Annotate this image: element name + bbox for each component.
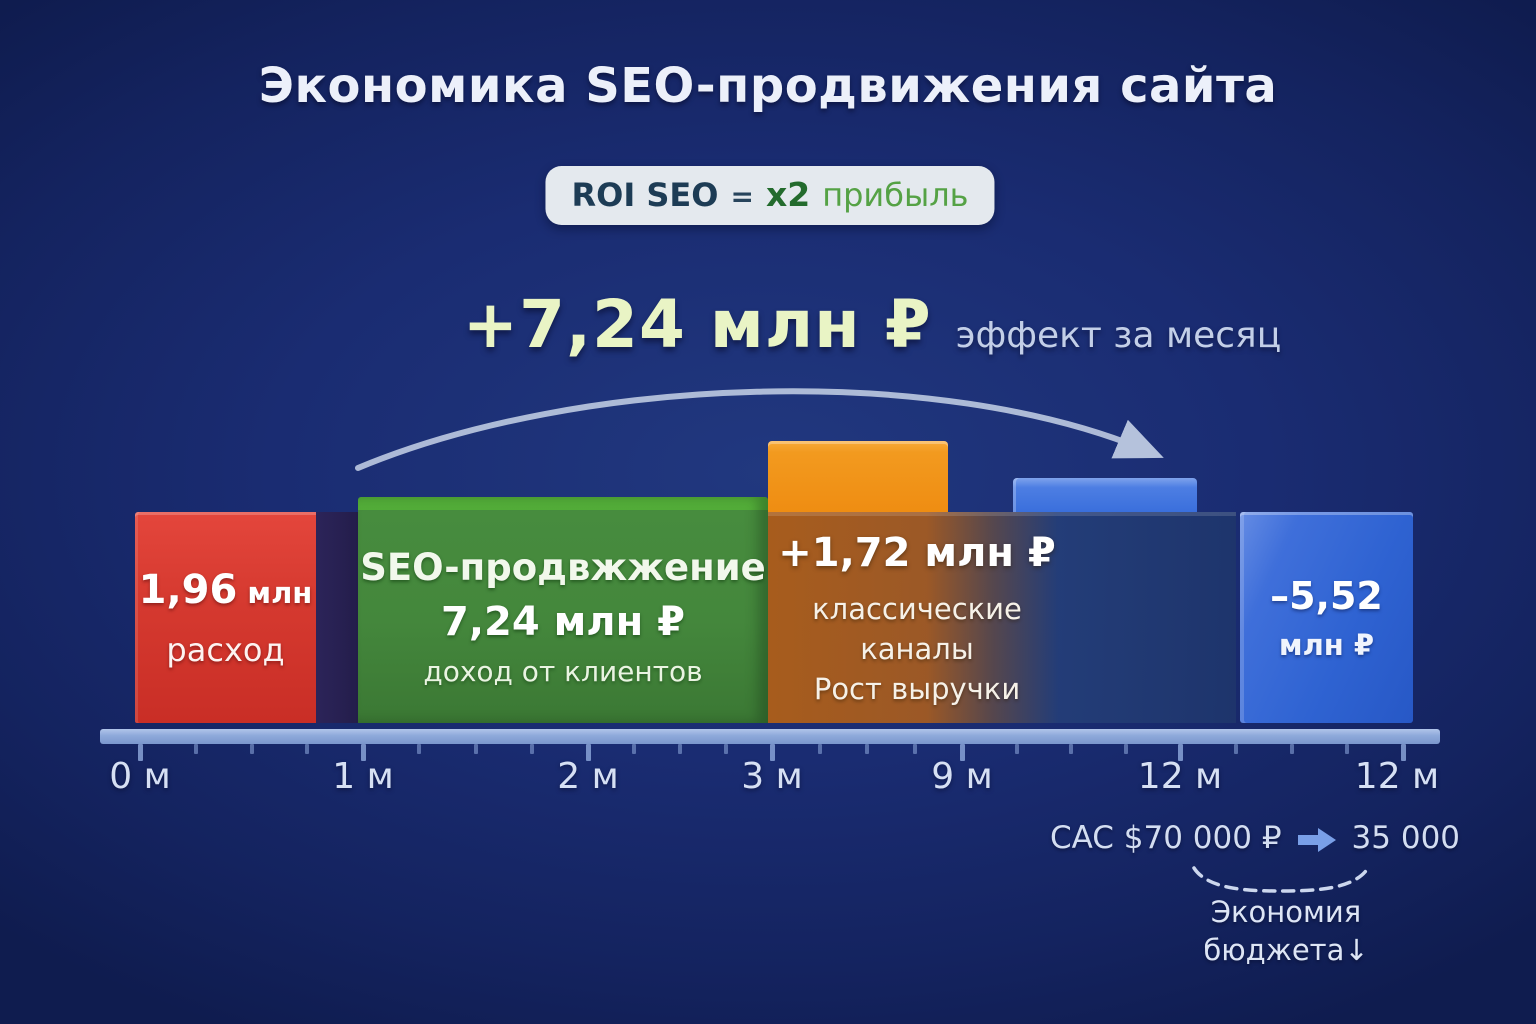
bar-seo-cost-value-line: 1,96 млн — [139, 567, 313, 613]
axis-tick — [473, 744, 478, 754]
bar-seo-revenue-value: 7,24 млн ₽ — [440, 599, 685, 645]
bar-seo-cost-value: 1,96 — [138, 566, 238, 613]
bar-seo-cost-label: расход — [166, 630, 285, 669]
axis-label-12m-b: 12 м — [1354, 756, 1440, 797]
bar-classic-channels — [768, 441, 948, 512]
cac-before-value: CAC $70 000 ₽ — [1049, 820, 1282, 856]
axis-tick — [865, 744, 869, 754]
axis-tick — [1123, 744, 1128, 754]
bar-seo-revenue-title: SEO-продвжжение — [360, 546, 766, 589]
axis-labels: 0 м 1 м 2 м 3 м 9 м 12 м 12 м — [0, 756, 1536, 806]
axis-tick — [1069, 744, 1073, 754]
axis-tick — [960, 744, 965, 761]
axis-tick — [1014, 744, 1019, 754]
axis-tick — [138, 744, 143, 761]
bar-small-blue — [1013, 478, 1197, 512]
brace-underline-icon — [1192, 866, 1370, 893]
bar-seo-revenue: SEO-продвжжение 7,24 млн ₽ доход от клие… — [358, 497, 768, 723]
axis-tick — [678, 744, 682, 754]
axis-tick — [817, 744, 822, 754]
axis-tick — [912, 744, 917, 754]
bar-seo-cost: 1,96 млн расход — [135, 512, 316, 723]
effect-value: +7,24 млн ₽ — [462, 286, 932, 363]
roi-badge: ROI SEO = x2 прибыль — [545, 166, 995, 225]
classic-channels-label-2: каналы — [860, 631, 974, 666]
axis-tick — [586, 744, 591, 761]
classic-channels-value: +1,72 млн ₽ — [778, 529, 1056, 576]
axis-tick — [1233, 744, 1238, 754]
axis-tick — [1178, 744, 1183, 761]
axis-tick — [1289, 744, 1294, 754]
axis-tick — [1401, 744, 1406, 761]
arrow-right-icon — [1297, 828, 1336, 852]
timeline-axis-ruler — [100, 729, 1440, 744]
bar-seo-cost-unit: млн — [247, 575, 313, 610]
effect-caption: эффект за месяц — [955, 315, 1282, 356]
axis-label-1m: 1 м — [332, 756, 394, 797]
roi-badge-prefix: ROI SEO — [571, 176, 719, 214]
cac-caption-line-1: Экономия — [1210, 895, 1362, 929]
panel-classic-channels: +1,72 млн ₽ классические каналы Рост выр… — [768, 512, 1236, 723]
axis-tick — [1345, 744, 1350, 754]
cac-caption-line-2: бюджета↓ — [1203, 932, 1369, 967]
axis-tick — [193, 744, 198, 754]
cac-after-value: 35 000 — [1351, 820, 1461, 856]
axis-label-2m: 2 м — [557, 756, 619, 797]
axis-label-3m: 3 м — [741, 756, 803, 797]
cac-caption: Экономия бюджета↓ — [1160, 894, 1412, 969]
axis-tick — [361, 744, 366, 761]
classic-channels-label-1: классические — [812, 591, 1022, 626]
classic-channels-label-3: Рост выручки — [813, 671, 1021, 706]
axis-tick — [249, 744, 254, 754]
axis-tick — [529, 744, 534, 754]
axis-label-0m: 0 м — [109, 756, 171, 797]
bar-seo-revenue-label: доход от клиентов — [423, 655, 703, 688]
axis-ticks — [100, 744, 1440, 766]
page-title: Экономика SEO-продвижения сайта — [258, 58, 1278, 114]
axis-tick — [417, 744, 422, 754]
bar-negative-value: –5,52 — [1270, 573, 1383, 618]
axis-tick — [724, 744, 728, 754]
roi-badge-equals: = — [730, 180, 754, 213]
curved-arrow-icon — [355, 388, 1164, 471]
roi-badge-suffix: прибыль — [822, 176, 969, 214]
axis-tick — [305, 744, 310, 754]
axis-tick — [770, 744, 775, 761]
axis-label-12m-a: 12 м — [1137, 756, 1223, 797]
bar-negative-effect: –5,52 млн ₽ — [1240, 512, 1413, 723]
axis-tick — [632, 744, 636, 754]
bar-negative-unit: млн ₽ — [1278, 627, 1375, 662]
cac-comparison: CAC $70 000 ₽ 35 000 — [1040, 820, 1470, 856]
axis-label-9m: 9 м — [931, 756, 993, 797]
effect-headline: +7,24 млн ₽ эффект за месяц — [0, 286, 1536, 363]
roi-badge-multiplier: x2 — [765, 175, 811, 214]
bar-seo-cost-side-shadow — [316, 512, 358, 723]
